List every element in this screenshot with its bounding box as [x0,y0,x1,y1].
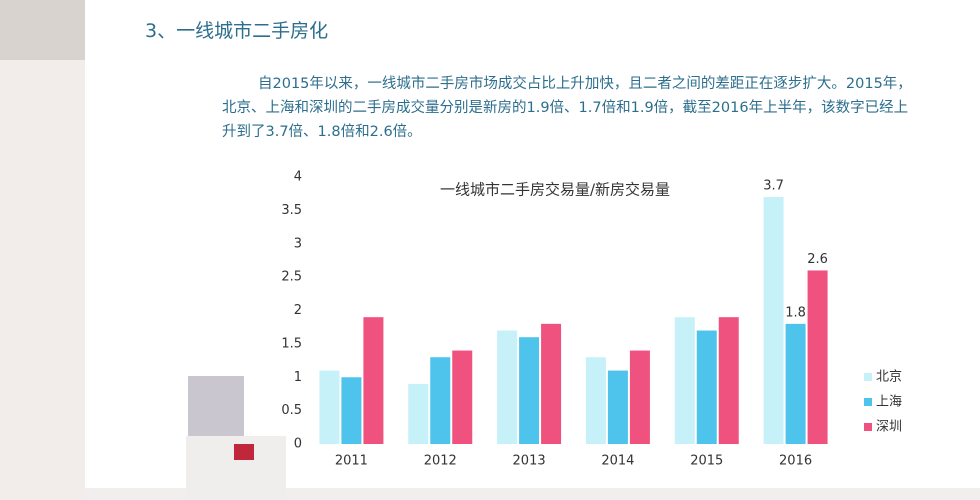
legend-swatch [864,423,872,431]
speaker [188,376,244,446]
y-tick-label: 4 [294,170,302,185]
x-tick-label: 2015 [690,454,723,469]
heading: 3、一线城市二手房化 [145,20,329,42]
y-tick-label: 2 [294,303,302,318]
podium-logo [234,444,254,460]
legend-label: 上海 [876,395,902,410]
bar [341,377,362,444]
bar [607,370,628,444]
bar [497,330,518,444]
bar [319,370,340,444]
x-tick-label: 2011 [335,454,368,469]
bar [674,317,695,444]
banner [0,60,85,500]
x-tick-label: 2012 [424,454,457,469]
bar [696,330,717,444]
paragraph: 自2015年以来，一线城市二手房市场成交占比上升加快，且二者之间的差距正在逐步扩… [222,76,912,140]
legend-swatch [864,398,872,406]
y-tick-label: 1 [294,370,302,385]
bar [763,197,784,444]
y-tick-label: 3 [294,236,302,251]
bar [541,323,562,444]
y-tick-label: 0.5 [281,403,302,418]
y-tick-label: 3.5 [281,203,302,218]
legend-swatch [864,373,872,381]
chart-title: 一线城市二手房交易量/新房交易量 [440,181,670,199]
y-tick-label: 0 [294,437,302,452]
x-tick-label: 2013 [513,454,546,469]
bar [452,350,473,444]
bar [430,357,451,444]
data-label: 1.8 [785,305,806,320]
y-tick-label: 1.5 [281,336,302,351]
footer-strip [85,488,980,500]
y-tick-label: 2.5 [281,270,302,285]
bar [807,270,828,444]
data-label: 2.6 [807,252,828,267]
legend-label: 深圳 [876,420,902,435]
legend-label: 北京 [876,370,902,385]
data-label: 3.7 [763,179,784,194]
bar [785,323,806,444]
bar [629,350,650,444]
x-tick-label: 2014 [601,454,634,469]
bar [519,337,540,444]
bar [363,317,384,444]
x-tick-label: 2016 [779,454,812,469]
bar [718,317,739,444]
bar [408,383,429,444]
bar [585,357,606,444]
